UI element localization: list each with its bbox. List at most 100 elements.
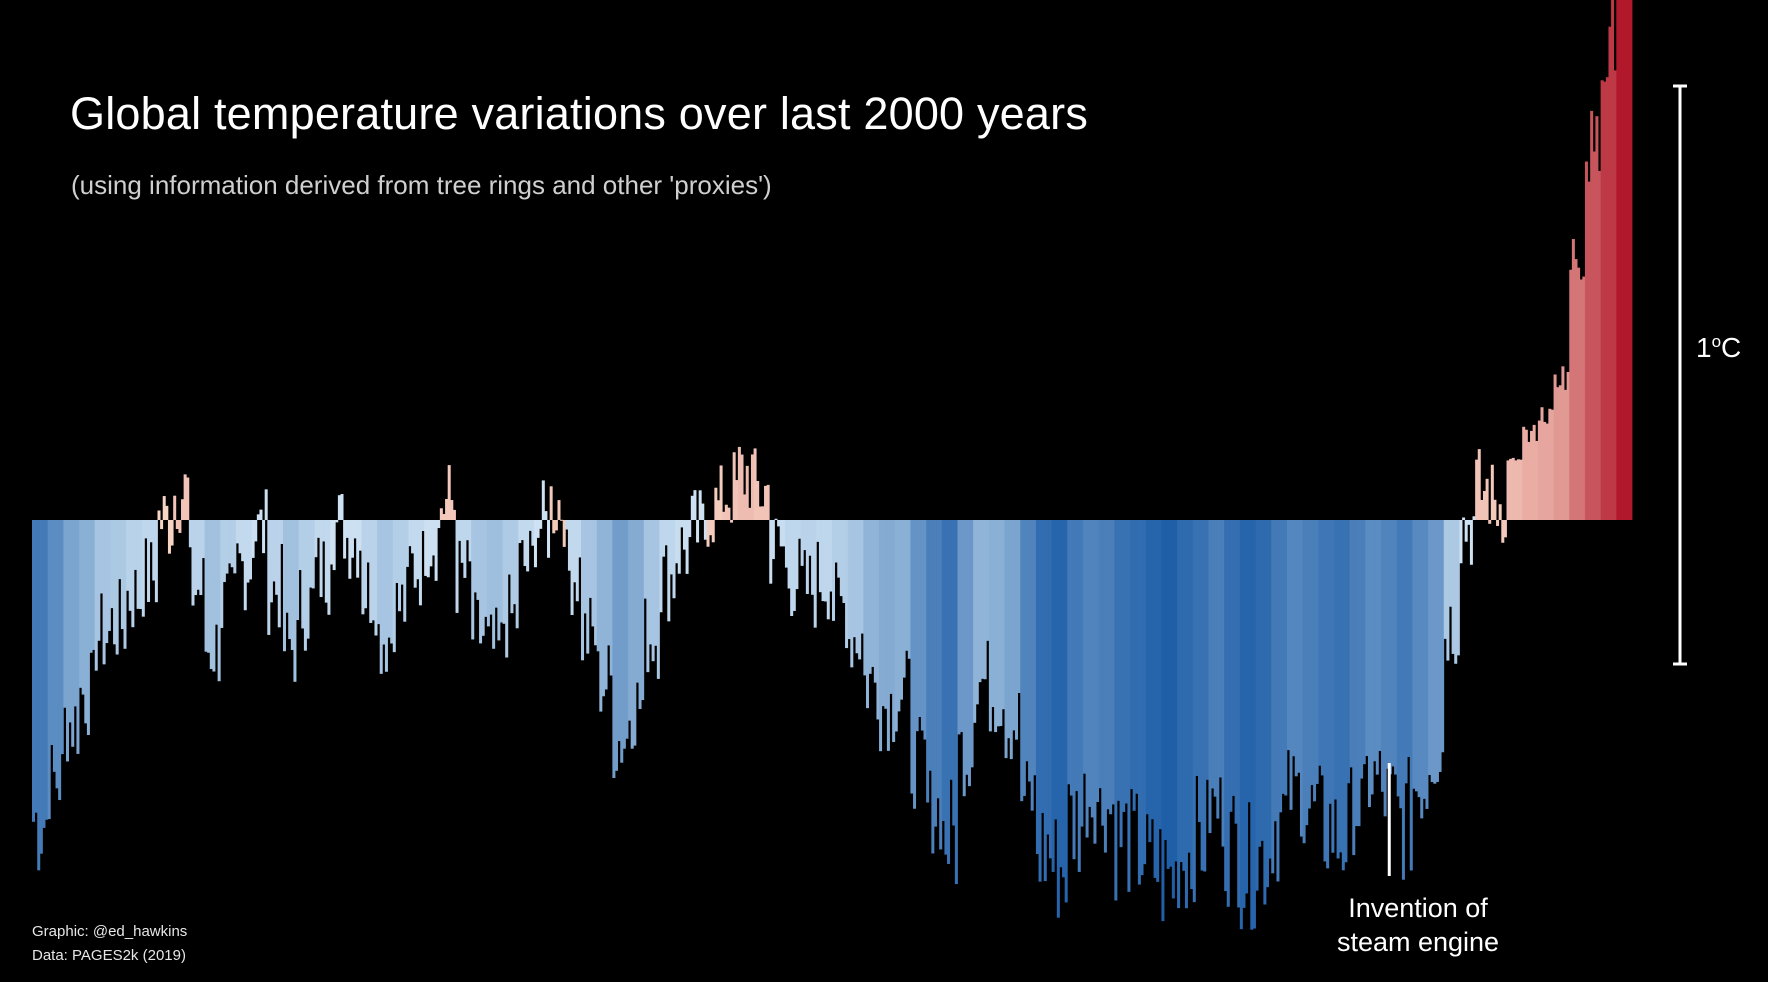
temperature-bar-segment xyxy=(1009,520,1013,760)
temperature-bar-segment xyxy=(1378,520,1382,751)
temperature-bar-segment xyxy=(578,520,582,558)
temperature-bar xyxy=(204,520,221,682)
temperature-bar-segment xyxy=(1467,520,1471,525)
temperature-bar-segment xyxy=(1145,520,1149,815)
temperature-bar-segment xyxy=(939,520,943,850)
temperature-bar-segment xyxy=(1286,520,1290,751)
temperature-bar xyxy=(282,520,300,682)
temperature-bar-segment xyxy=(1028,520,1032,782)
temperature-bar-segment xyxy=(1237,520,1241,908)
temperature-bar-segment xyxy=(808,520,812,556)
temperature-bar-segment xyxy=(591,520,595,627)
temperature-bar-segment xyxy=(246,520,250,583)
temperature-bar xyxy=(408,520,425,606)
temperature-bar xyxy=(957,520,974,797)
temperature-bar-segment xyxy=(1407,520,1411,757)
temperature-bar-segment xyxy=(790,520,794,616)
temperature-bar-segment xyxy=(1124,520,1128,804)
temperature-bar-segment xyxy=(988,520,992,732)
temperature-bar-segment xyxy=(1056,520,1060,918)
temperature-bar-segment xyxy=(876,520,880,720)
temperature-bar-segment xyxy=(484,520,488,617)
temperature-bar-segment xyxy=(560,519,564,521)
temperature-bar-segment xyxy=(314,520,318,558)
temperature-bar xyxy=(1459,516,1476,565)
temperature-bar-segment xyxy=(481,520,485,636)
temperature-bar-segment xyxy=(387,520,391,638)
temperature-bar-segment xyxy=(1004,520,1008,759)
temperature-bar-segment xyxy=(669,520,673,575)
temperature-bar-segment xyxy=(748,507,752,520)
temperature-bar-segment xyxy=(719,465,723,520)
temperature-bar-segment xyxy=(463,520,467,578)
temperature-bar-segment xyxy=(181,499,185,520)
temperature-bar-segment xyxy=(379,520,383,674)
temperature-bar-segment xyxy=(269,520,273,603)
temperature-bar-segment xyxy=(811,520,815,595)
temperature-bar-segment xyxy=(1263,520,1267,905)
temperature-bar-segment xyxy=(37,520,41,871)
temperature-bar-segment xyxy=(1062,520,1066,878)
temperature-bar xyxy=(1286,520,1303,837)
temperature-bar-segment xyxy=(369,520,373,623)
temperature-bar-segment xyxy=(1428,520,1432,776)
temperature-bar xyxy=(706,465,723,547)
temperature-bar-segment xyxy=(745,465,749,520)
temperature-bar-segment xyxy=(1477,449,1481,520)
temperature-bar-segment xyxy=(309,520,313,588)
temperature-bar-segment xyxy=(298,520,302,571)
temperature-bar-segment xyxy=(750,454,754,520)
temperature-bar xyxy=(1428,520,1445,784)
temperature-bar-segment xyxy=(1132,520,1136,811)
temperature-bar xyxy=(1255,520,1272,905)
temperature-bar-segment xyxy=(991,520,995,708)
temperature-bar-segment xyxy=(1226,520,1230,907)
temperature-bar-segment xyxy=(1362,520,1366,765)
temperature-bar-segment xyxy=(518,520,522,544)
temperature-bar-segment xyxy=(1265,520,1269,888)
temperature-bar-segment xyxy=(536,520,540,538)
temperature-bar xyxy=(377,520,394,674)
temperature-bar-segment xyxy=(949,520,953,780)
temperature-bar-segment xyxy=(643,520,647,599)
temperature-bar-segment xyxy=(1294,520,1298,777)
temperature-bar xyxy=(832,520,849,649)
temperature-bar xyxy=(1082,520,1100,844)
temperature-bar-segment xyxy=(886,520,890,751)
temperature-bar-segment xyxy=(1613,70,1617,521)
annotation-line-2: steam engine xyxy=(1336,927,1500,957)
temperature-bar-segment xyxy=(468,520,472,562)
temperature-bar-segment xyxy=(960,520,964,733)
temperature-bar-segment xyxy=(235,520,239,544)
temperature-bar-segment xyxy=(390,520,394,644)
temperature-bar-segment xyxy=(533,520,537,568)
temperature-bar-segment xyxy=(1048,520,1052,859)
temperature-bar-segment xyxy=(154,520,158,603)
temperature-bar-segment xyxy=(620,520,624,763)
temperature-bar-segment xyxy=(1012,520,1016,731)
temperature-bar-segment xyxy=(1213,520,1217,797)
temperature-bar-segment xyxy=(1516,459,1520,520)
temperature-bar xyxy=(1177,520,1194,909)
temperature-bar-segment xyxy=(353,520,357,539)
temperature-bar-segment xyxy=(1503,520,1507,538)
temperature-bar-segment xyxy=(1205,520,1209,780)
temperature-bar-segment xyxy=(241,520,245,562)
temperature-bar xyxy=(690,490,707,543)
temperature-bar xyxy=(1569,239,1586,520)
temperature-bar-segment xyxy=(473,520,477,593)
temperature-bar xyxy=(1208,520,1225,847)
temperature-bar xyxy=(722,452,739,523)
temperature-bar-segment xyxy=(873,520,877,683)
temperature-bar-segment xyxy=(965,520,969,775)
temperature-bar-segment xyxy=(662,520,666,557)
temperature-bar-segment xyxy=(1059,520,1063,868)
temperature-bar-segment xyxy=(737,446,741,520)
temperature-bar-segment xyxy=(1075,520,1079,792)
temperature-bar-segment xyxy=(395,520,399,583)
temperature-bar-segment xyxy=(1318,520,1322,766)
temperature-bar-segment xyxy=(756,481,760,520)
temperature-bar-segment xyxy=(567,520,571,571)
temperature-bar-segment xyxy=(429,520,433,567)
temperature-bar-segment xyxy=(1509,458,1513,520)
